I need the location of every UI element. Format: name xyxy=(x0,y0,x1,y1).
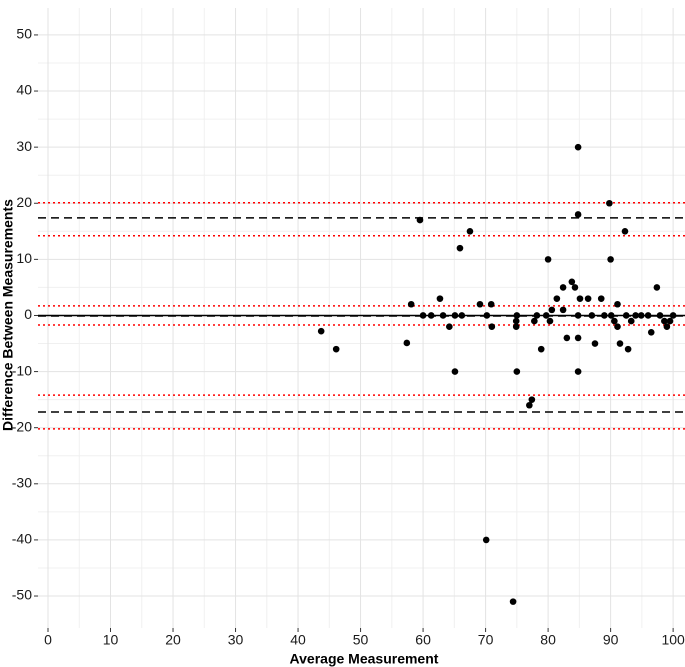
y-tick-label: 30 xyxy=(16,138,32,154)
point xyxy=(601,312,608,319)
point xyxy=(571,284,579,291)
x-tick-label: 90 xyxy=(603,632,619,648)
point xyxy=(509,598,517,605)
point xyxy=(614,300,621,308)
x-tick-label: 100 xyxy=(661,632,685,648)
point xyxy=(607,312,615,319)
point xyxy=(407,300,415,308)
point xyxy=(451,312,459,319)
y-tick-label: -40 xyxy=(12,531,32,547)
y-tick-label: 50 xyxy=(16,26,32,42)
point xyxy=(559,284,567,291)
point xyxy=(661,317,668,325)
point xyxy=(466,228,474,235)
point xyxy=(607,256,614,263)
point xyxy=(574,211,582,218)
point xyxy=(512,323,520,330)
point xyxy=(553,295,561,302)
point xyxy=(544,256,552,263)
point xyxy=(568,278,576,286)
point xyxy=(559,306,567,314)
y-tick-label: -50 xyxy=(12,587,32,603)
point xyxy=(427,312,435,319)
point xyxy=(632,312,639,319)
point xyxy=(574,334,582,342)
point xyxy=(611,317,618,325)
y-axis-title: Difference Between Measurements xyxy=(0,199,16,431)
point xyxy=(624,345,632,353)
x-axis-title: Average Measurement xyxy=(290,651,439,667)
y-tick-label: 0 xyxy=(24,306,32,322)
point xyxy=(332,345,340,353)
point xyxy=(644,312,652,319)
x-tick-label: 0 xyxy=(44,632,52,648)
point xyxy=(317,327,325,335)
point xyxy=(403,339,411,347)
x-tick-label: 40 xyxy=(290,632,306,648)
point xyxy=(451,368,459,375)
point xyxy=(591,340,599,347)
x-tick-label: 20 xyxy=(165,632,181,648)
point xyxy=(416,216,424,224)
y-tick-label: -20 xyxy=(12,418,32,434)
x-tick-label: 10 xyxy=(103,632,119,648)
point xyxy=(666,317,674,325)
point xyxy=(627,317,635,325)
point xyxy=(476,300,484,308)
y-tick-label: 40 xyxy=(16,82,32,98)
point xyxy=(653,284,661,291)
point xyxy=(574,143,582,151)
point xyxy=(512,317,520,325)
point xyxy=(588,312,596,319)
point xyxy=(656,312,664,319)
point xyxy=(597,295,605,302)
point xyxy=(446,323,453,330)
point xyxy=(546,317,554,325)
x-tick-label: 60 xyxy=(415,632,431,648)
point xyxy=(487,300,495,308)
y-tick-label: 20 xyxy=(16,194,32,210)
point xyxy=(614,323,621,330)
point xyxy=(439,312,447,319)
point xyxy=(533,312,541,319)
point xyxy=(563,334,571,342)
point xyxy=(621,228,629,235)
point xyxy=(584,295,592,302)
point xyxy=(483,312,491,319)
x-tick-label: 70 xyxy=(478,632,494,648)
point xyxy=(436,295,444,302)
point xyxy=(548,306,556,314)
y-tick-label: 10 xyxy=(16,250,32,266)
point xyxy=(513,368,521,375)
point xyxy=(622,312,630,319)
point xyxy=(616,340,624,347)
point xyxy=(537,345,545,353)
point xyxy=(526,401,533,409)
point xyxy=(574,312,582,319)
point xyxy=(419,312,427,319)
x-tick-label: 80 xyxy=(540,632,556,648)
point xyxy=(542,312,550,319)
point xyxy=(482,536,490,544)
point xyxy=(669,312,677,319)
point xyxy=(576,295,584,302)
point xyxy=(663,323,671,330)
point xyxy=(456,244,464,252)
point xyxy=(488,323,496,330)
point xyxy=(574,368,582,375)
point xyxy=(531,317,538,325)
point xyxy=(513,312,521,319)
point xyxy=(647,329,655,336)
y-tick-label: -30 xyxy=(12,475,32,491)
x-tick-label: 30 xyxy=(228,632,244,648)
point xyxy=(637,312,645,319)
point xyxy=(606,199,613,207)
point xyxy=(528,396,536,403)
y-tick-label: -10 xyxy=(12,362,32,378)
point xyxy=(458,312,466,319)
x-tick-label: 50 xyxy=(353,632,369,648)
